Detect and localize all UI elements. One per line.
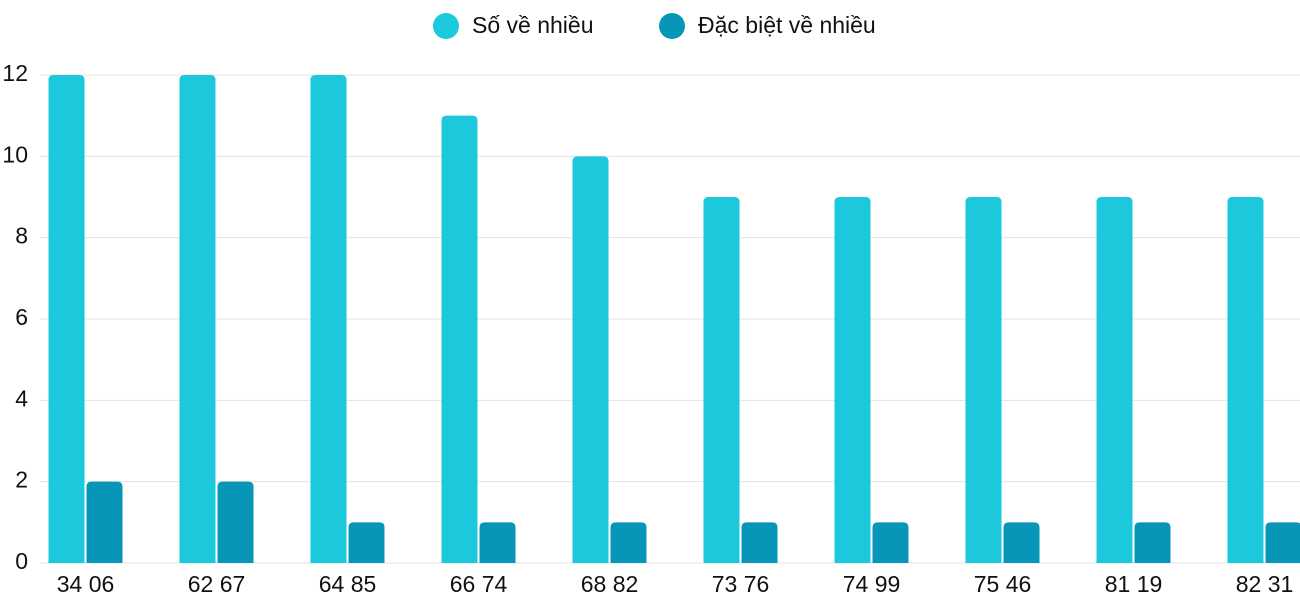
x-tick-label: 68 82	[581, 571, 639, 597]
bar	[965, 197, 1002, 563]
bar	[310, 75, 347, 563]
bar	[872, 522, 909, 563]
legend-label: Số về nhiều	[472, 12, 593, 38]
bar	[179, 75, 216, 563]
y-tick-label: 4	[15, 385, 28, 411]
x-tick-label: 66 74	[450, 571, 508, 597]
y-tick-label: 0	[15, 548, 28, 574]
bar	[1003, 522, 1040, 563]
bar	[1265, 522, 1300, 563]
bar	[48, 75, 85, 563]
bar	[1096, 197, 1133, 563]
bar	[348, 522, 385, 563]
y-tick-label: 6	[15, 304, 28, 330]
bar	[479, 522, 516, 563]
x-tick-label: 74 99	[843, 571, 901, 597]
x-tick-label: 75 46	[974, 571, 1032, 597]
bar	[741, 522, 778, 563]
x-tick-label: 73 76	[712, 571, 770, 597]
bar	[1227, 197, 1264, 563]
bar	[703, 197, 740, 563]
legend-marker	[659, 13, 685, 39]
bar	[572, 156, 609, 564]
y-tick-label: 8	[15, 223, 28, 249]
bar	[441, 115, 478, 564]
bar	[217, 481, 254, 563]
bar	[834, 197, 871, 563]
bar	[1134, 522, 1171, 563]
legend-label: Đặc biệt về nhiều	[698, 12, 876, 38]
x-tick-label: 81 19	[1105, 571, 1163, 597]
legend-marker	[433, 13, 459, 39]
y-tick-label: 2	[15, 467, 28, 493]
x-tick-label: 34 06	[57, 571, 115, 597]
y-tick-label: 12	[2, 60, 28, 86]
x-tick-label: 62 67	[188, 571, 246, 597]
bar	[86, 481, 123, 563]
x-tick-label: 82 31	[1236, 571, 1294, 597]
x-tick-label: 64 85	[319, 571, 377, 597]
y-tick-label: 10	[2, 141, 28, 167]
bar	[610, 522, 647, 563]
